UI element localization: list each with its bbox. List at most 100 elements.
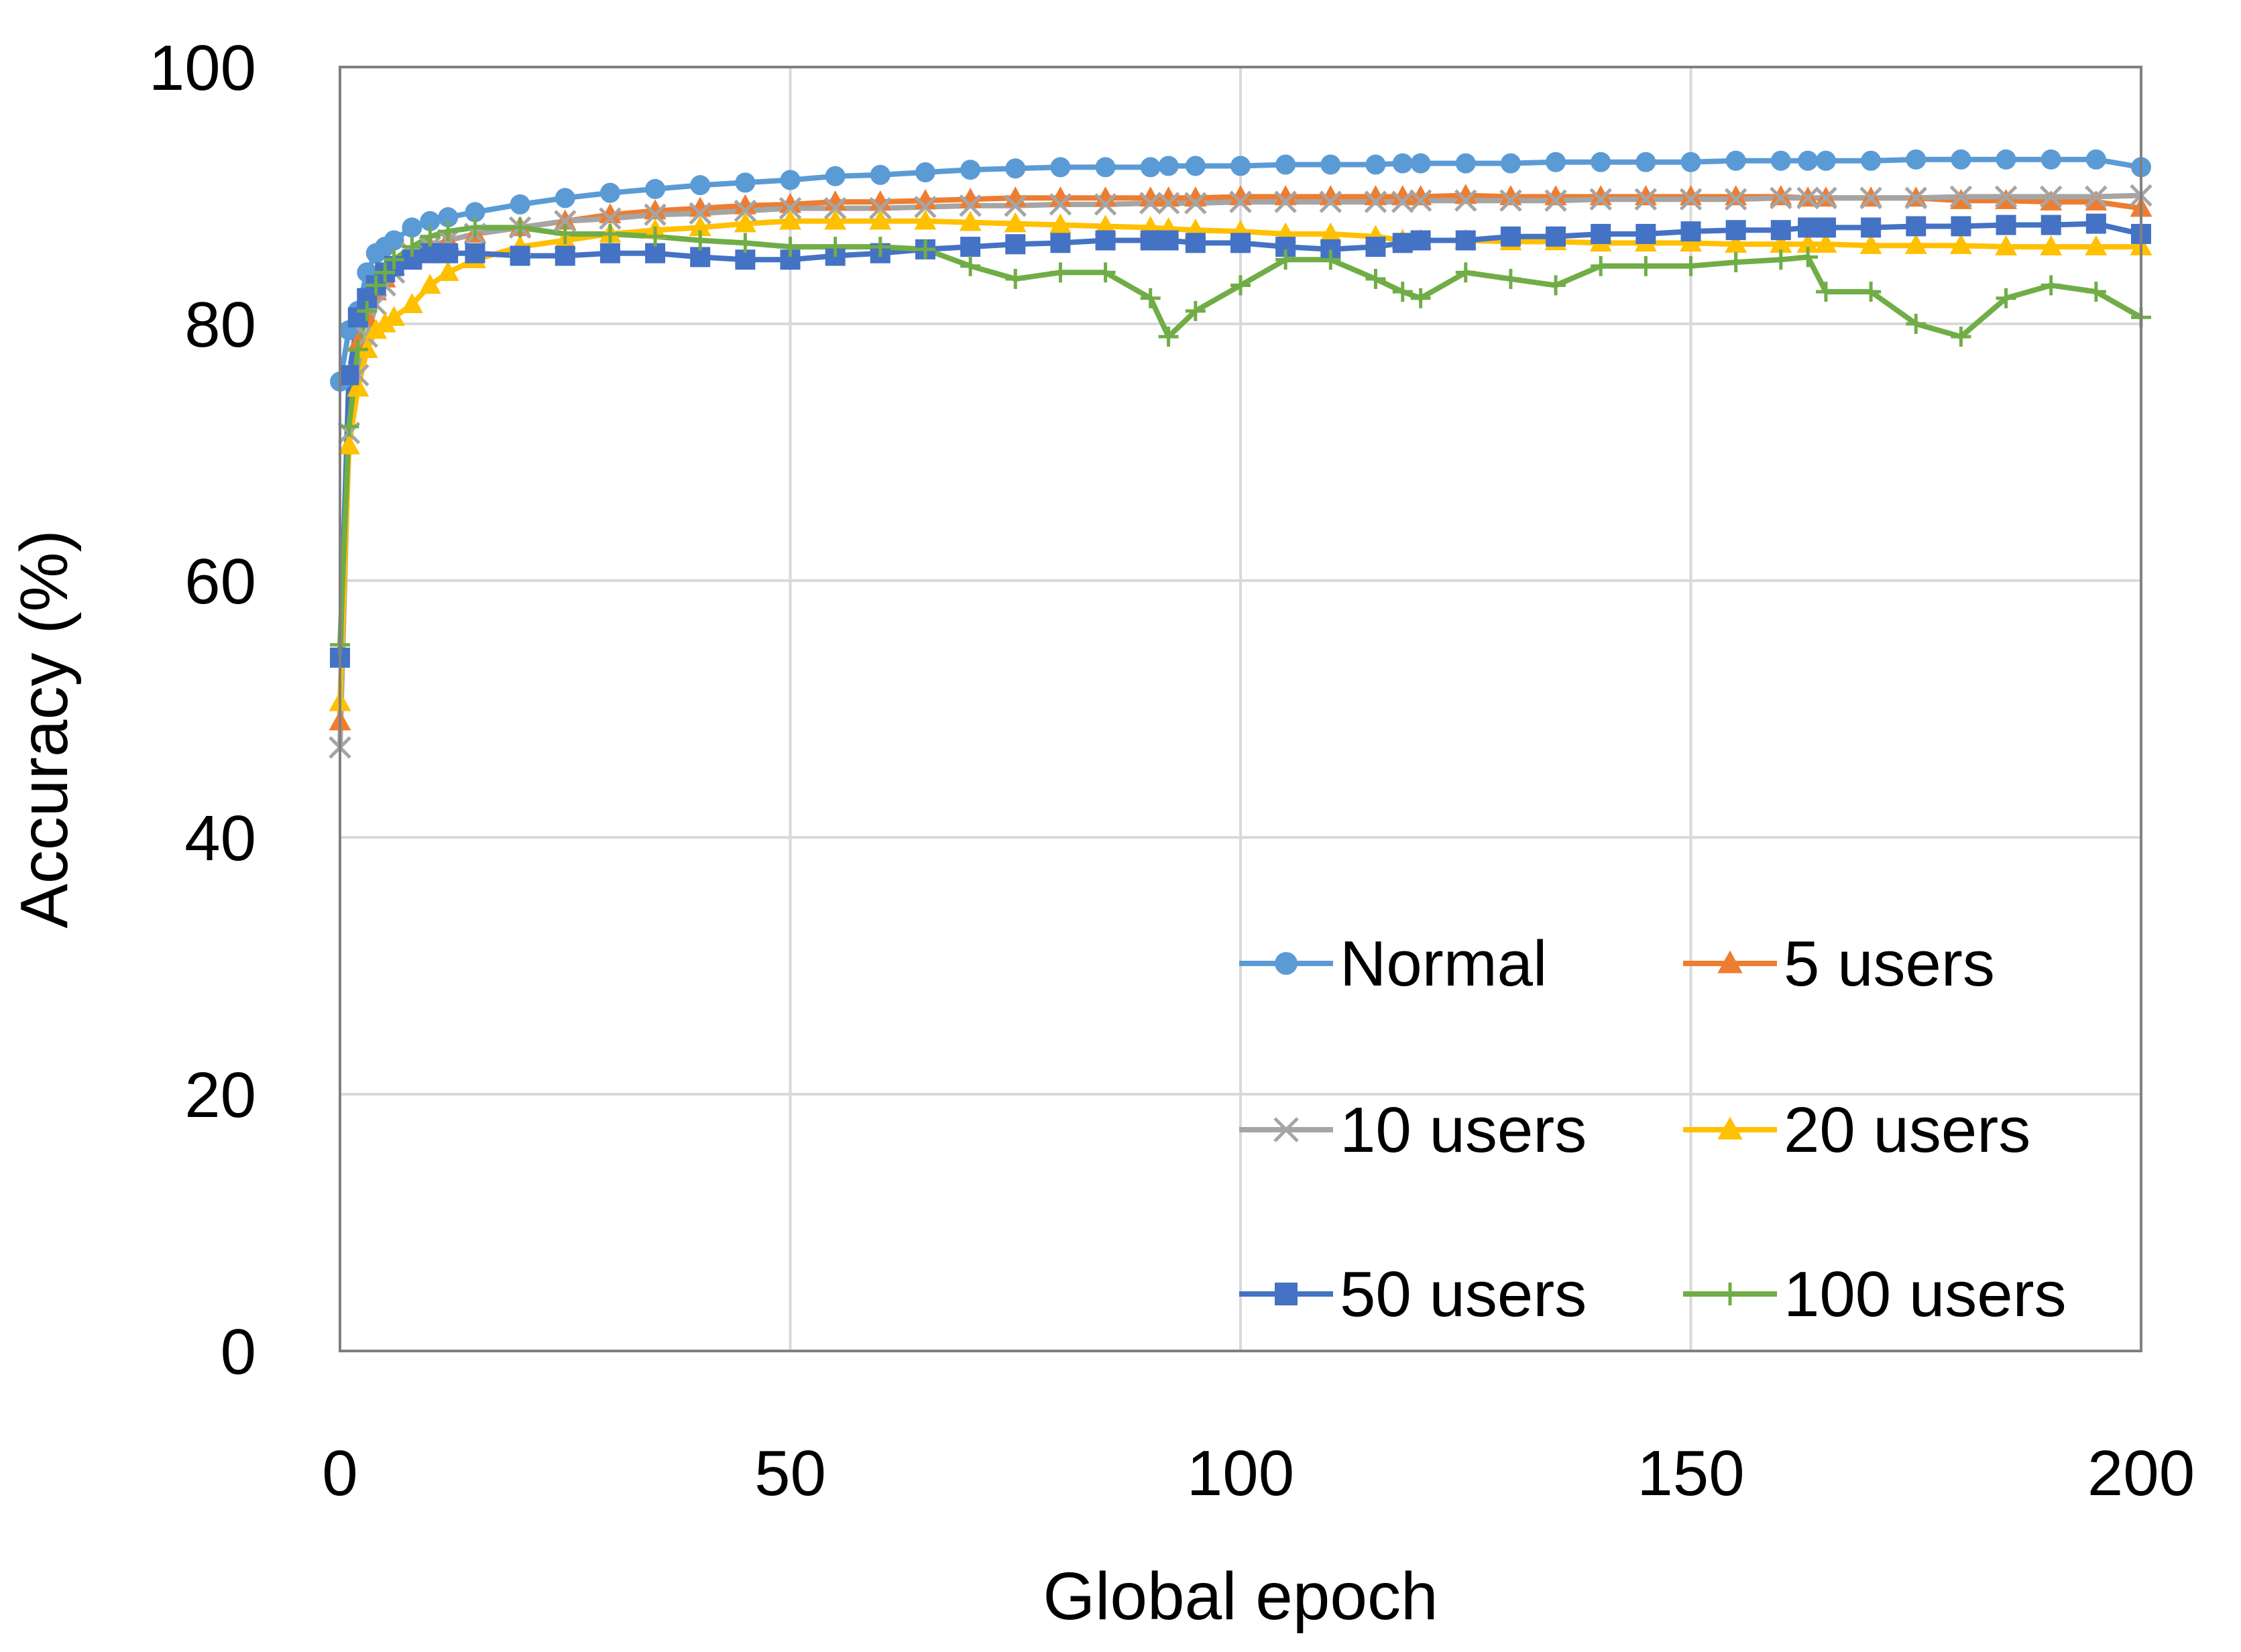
data-point-50-users: [1770, 220, 1791, 241]
data-point-10-users: [644, 203, 667, 226]
data-point-5-users: [1184, 186, 1207, 207]
data-point-5-users: [959, 187, 982, 208]
data-point-100-users: [1095, 262, 1116, 283]
data-point-100-users: [1635, 255, 1656, 276]
data-point-100-users: [825, 237, 846, 257]
data-point-5-users: [779, 192, 801, 213]
data-point-100-users: [1951, 327, 1971, 347]
data-point-normal: [1951, 149, 1971, 170]
data-point-20-users: [1094, 215, 1117, 235]
data-point-50-users: [1635, 223, 1656, 244]
data-point-5-users: [1094, 186, 1117, 207]
data-point-normal: [735, 172, 756, 193]
data-point-normal: [384, 230, 404, 251]
legend-item-20-users: 20 users: [1683, 1094, 2030, 1166]
data-point-50-users: [599, 243, 620, 263]
data-point-50-users: [1095, 230, 1116, 251]
data-point-5-users: [2040, 190, 2063, 211]
data-point-normal: [510, 194, 530, 215]
data-point-5-users: [1391, 185, 1414, 206]
data-point-5-users: [1139, 186, 1162, 207]
data-point-50-users: [1725, 220, 1746, 241]
data-point-normal: [780, 170, 801, 190]
data-point-10-users: [689, 202, 711, 225]
data-point-normal: [1546, 152, 1566, 172]
data-point-10-users: [2085, 185, 2108, 209]
y-tick-label: 60: [184, 546, 256, 617]
data-point-20-users: [1004, 212, 1027, 233]
data-point-20-users: [779, 209, 801, 230]
data-point-10-users: [869, 196, 892, 220]
data-point-10-users: [1544, 189, 1567, 212]
data-point-50-users: [1392, 233, 1413, 253]
data-point-normal: [1392, 153, 1413, 174]
data-point-20-users: [734, 212, 756, 233]
data-point-5-users: [1157, 186, 1180, 207]
data-point-50-users: [960, 237, 981, 257]
x-tick-label: 100: [1187, 1437, 1294, 1509]
data-point-100-users: [1365, 268, 1386, 289]
data-point-normal: [1005, 158, 1026, 179]
data-point-50-users: [510, 245, 530, 266]
data-point-50-users: [1185, 233, 1206, 253]
data-point-normal: [1095, 157, 1116, 178]
data-point-20-users: [1904, 233, 1927, 254]
data-point-100-users: [960, 255, 981, 276]
data-point-normal: [465, 202, 485, 223]
data-point-50-users: [1500, 226, 1521, 247]
y-tick-label: 20: [184, 1059, 256, 1131]
data-point-20-users: [1725, 233, 1747, 253]
data-point-100-users: [1500, 268, 1521, 289]
data-point-100-users: [365, 275, 386, 296]
data-point-20-users: [1049, 213, 1072, 234]
data-point-50-users: [1410, 230, 1431, 251]
x-axis-title: Global epoch: [1043, 1559, 1438, 1634]
data-point-100-users: [915, 239, 935, 259]
data-point-normal: [1275, 154, 1296, 175]
data-point-5-users: [1229, 185, 1252, 206]
data-point-10-users: [1904, 186, 1928, 210]
legend-item-10-users: 10 users: [1239, 1094, 1587, 1166]
data-point-20-users: [1815, 233, 1837, 253]
data-point-10-users: [914, 195, 937, 219]
data-point-normal: [1455, 153, 1476, 174]
data-point-10-users: [959, 194, 982, 217]
data-point-50-users: [2085, 213, 2106, 234]
data-point-100-users: [347, 339, 368, 360]
legend-label: 50 users: [1340, 1258, 1587, 1330]
data-point-normal: [599, 182, 620, 203]
data-point-5-users: [914, 188, 937, 209]
data-point-normal: [1906, 149, 1927, 170]
legend-item-50-users: 50 users: [1239, 1258, 1587, 1330]
data-point-100-users: [1906, 314, 1927, 334]
plot-area-frame: [339, 66, 2142, 1352]
data-point-normal: [1861, 150, 1882, 171]
data-point-5-users: [1410, 185, 1432, 206]
data-point-100-users: [870, 237, 890, 257]
data-point-10-users: [1499, 189, 1522, 212]
data-point-100-users: [2041, 275, 2061, 296]
data-point-10-users: [823, 196, 847, 220]
data-point-50-users: [1050, 233, 1071, 253]
data-point-100-users: [1140, 288, 1161, 308]
data-point-100-users: [1392, 282, 1413, 302]
data-point-100-users: [1410, 288, 1431, 308]
data-point-100-users: [555, 223, 575, 244]
data-point-50-users: [1455, 230, 1476, 251]
data-point-normal: [2041, 149, 2061, 170]
data-point-10-users: [1724, 188, 1747, 211]
data-point-20-users: [869, 209, 892, 230]
data-point-50-users: [339, 365, 359, 386]
data-point-normal: [1500, 153, 1521, 174]
data-point-50-users: [1996, 215, 2016, 235]
data-point-50-users: [1591, 223, 1611, 244]
data-point-100-users: [1185, 300, 1206, 321]
data-point-5-users: [1274, 185, 1297, 206]
y-axis-tick-labels: 0 20 40 60 80 100: [149, 32, 256, 1388]
data-point-100-users: [780, 237, 801, 257]
data-point-normal: [825, 166, 846, 186]
data-point-50-users: [465, 243, 485, 263]
y-axis-title: Accuracy (%): [7, 530, 82, 929]
data-point-normal: [402, 217, 422, 238]
data-point-20-users: [959, 211, 982, 231]
